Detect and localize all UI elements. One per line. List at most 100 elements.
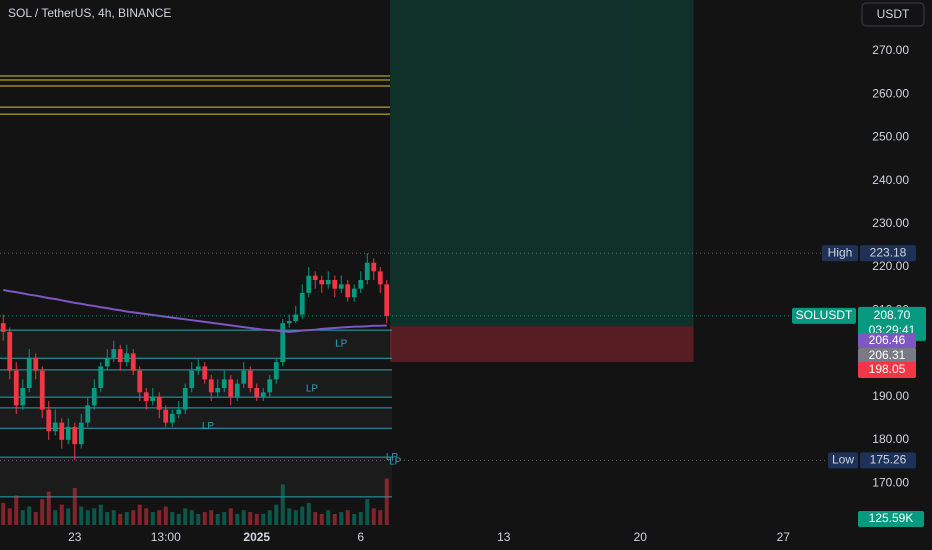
candle-body [72, 426, 78, 445]
volume-bar [14, 495, 19, 525]
volume-bar [306, 502, 311, 525]
zone [0, 330, 392, 358]
y-tick-label: 250.00 [872, 130, 909, 144]
volume-bar [319, 513, 324, 525]
volume-bar [352, 513, 357, 525]
x-tick-label: 6 [357, 530, 364, 544]
candle-body [377, 271, 383, 285]
volume-bar [72, 488, 77, 525]
candle-body [33, 357, 39, 371]
volume-bar [27, 506, 32, 525]
candle-body [312, 275, 318, 280]
candle-body [345, 284, 351, 298]
candle-body [267, 379, 273, 393]
candle-body [176, 409, 182, 414]
currency-button[interactable] [861, 2, 925, 27]
lp-label: LP [202, 421, 215, 432]
volume-bar [254, 513, 259, 525]
candle-body [163, 409, 169, 423]
moving-average [3, 288, 387, 333]
candle-body [189, 370, 195, 389]
low-label-box [828, 452, 858, 469]
candle-body [20, 388, 26, 406]
candle-body [254, 388, 260, 397]
candle-body [364, 262, 370, 280]
candle-body [208, 379, 214, 393]
volume-bar [248, 512, 253, 525]
candle-body [332, 280, 338, 289]
candle-body [280, 323, 286, 363]
volume-bar [46, 491, 51, 525]
volume-bar [196, 513, 201, 525]
candle-body [143, 392, 149, 401]
volume-bar [59, 504, 64, 525]
currency-label[interactable]: USDT [877, 7, 910, 21]
candle-body [150, 396, 156, 401]
candle-body [247, 370, 253, 389]
high-value-box [860, 245, 916, 262]
candle-body [306, 275, 312, 293]
volume-bar [40, 499, 45, 525]
candle-body [111, 349, 117, 358]
x-tick-label: 13:00 [151, 530, 181, 544]
candle-body [299, 292, 305, 315]
candle-body [319, 280, 325, 285]
volume-tag: 125.59K [869, 511, 914, 525]
volume-bar [33, 512, 38, 525]
stop-tag: 198.05 [869, 362, 906, 376]
volume-bar [150, 512, 155, 525]
candle-body [78, 422, 84, 445]
y-tick-label: 270.00 [872, 43, 909, 57]
volume-bar [222, 512, 227, 525]
volume-bar [85, 510, 90, 525]
volume-tag-box [858, 511, 924, 527]
target-zone [390, 0, 694, 327]
entry-tag-box [858, 348, 916, 364]
volume-bar [228, 508, 233, 525]
volume-bar [384, 478, 389, 525]
x-tick-label: 2025 [243, 530, 270, 544]
candle-body [117, 349, 123, 363]
x-tick-label: 20 [634, 530, 648, 544]
axes: 270.00260.00250.00240.00230.00220.00210.… [68, 43, 926, 544]
x-tick-label: 23 [68, 530, 82, 544]
lp-label: LP [306, 384, 319, 395]
low-value: 175.26 [870, 453, 907, 467]
volume-bar [105, 512, 110, 525]
zone [0, 370, 392, 397]
candle-body [7, 331, 13, 371]
volume-bar [313, 512, 318, 525]
volume-bar [365, 499, 370, 525]
candle-body [46, 409, 52, 432]
volume-bar [170, 512, 175, 525]
volume-bar [215, 513, 220, 525]
volume-bar [92, 508, 97, 525]
candle-body [98, 366, 104, 389]
candle-body [384, 284, 390, 316]
volume-bar [124, 512, 129, 525]
volume-bar [137, 504, 142, 525]
y-tick-label: 220.00 [872, 259, 909, 273]
high-label-box [822, 245, 858, 262]
volume-bar [280, 484, 285, 525]
symbol-tag: SOLUSDT [796, 308, 853, 322]
candle-body [65, 426, 71, 440]
candle-body [351, 288, 357, 298]
x-tick-label: 13 [497, 530, 511, 544]
candle-body [228, 379, 234, 397]
volume-bar [287, 508, 292, 525]
volume-bar [79, 506, 84, 525]
candle-body [39, 370, 45, 410]
volume-bar [371, 508, 376, 525]
lp-label: LP [386, 452, 399, 463]
y-tick-label: 240.00 [872, 173, 909, 187]
low-value-box [860, 452, 916, 469]
volume-bar [118, 513, 123, 525]
candle-body [293, 314, 299, 322]
candle-body [241, 370, 247, 384]
volume-bar [274, 504, 279, 525]
last-price-box [858, 306, 926, 341]
y-tick-label: 190.00 [872, 389, 909, 403]
